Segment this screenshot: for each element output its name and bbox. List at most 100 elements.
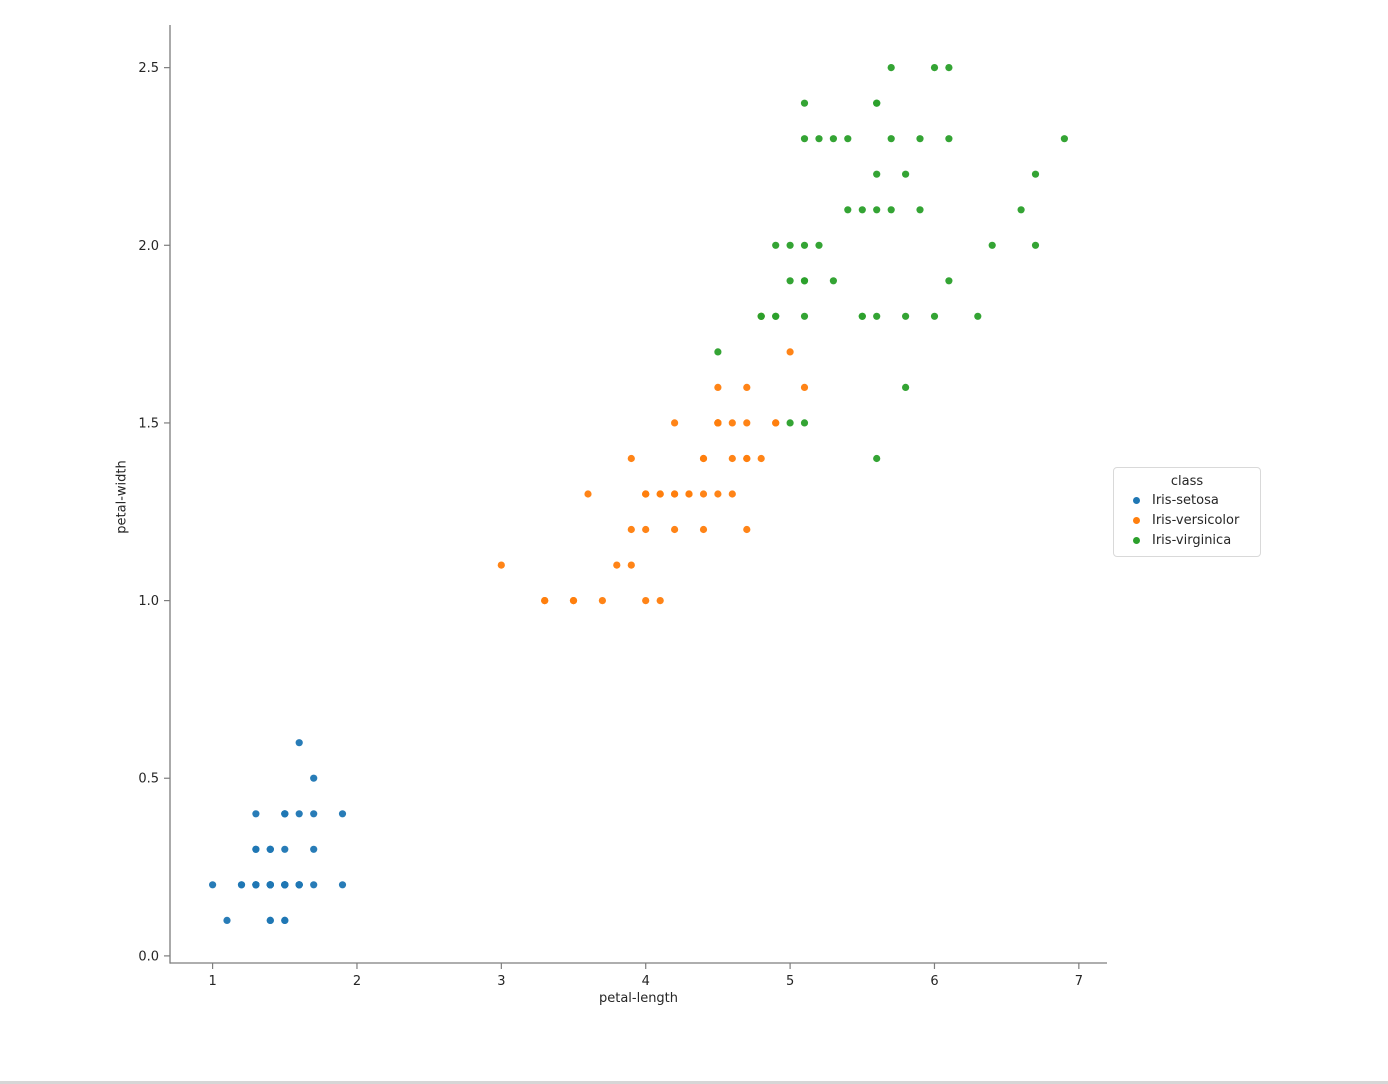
data-point xyxy=(757,312,765,320)
data-point xyxy=(858,206,866,214)
data-point xyxy=(988,241,996,249)
data-point xyxy=(295,881,303,889)
data-point xyxy=(338,881,347,889)
data-point xyxy=(743,383,751,391)
data-point xyxy=(728,419,736,427)
data-point xyxy=(728,454,736,463)
data-point xyxy=(800,241,809,249)
data-point xyxy=(699,454,708,463)
data-point xyxy=(613,561,621,569)
data-point xyxy=(844,135,852,143)
data-point xyxy=(873,206,881,214)
data-point xyxy=(772,312,780,320)
data-point xyxy=(671,490,679,498)
data-point xyxy=(728,490,736,498)
data-point xyxy=(786,241,794,249)
legend-marker-icon xyxy=(1133,516,1140,524)
data-point xyxy=(873,99,881,107)
data-point xyxy=(627,454,635,463)
data-point xyxy=(1031,170,1040,178)
data-point xyxy=(1031,241,1040,249)
data-point xyxy=(916,206,924,214)
data-point xyxy=(295,739,303,747)
legend-box: class Iris-setosa Iris-versicolor Iris-v… xyxy=(1113,467,1261,557)
x-tick-label: 6 xyxy=(930,974,938,989)
y-tick-label: 1.5 xyxy=(138,416,159,431)
data-point xyxy=(887,206,895,214)
data-point xyxy=(916,135,924,143)
data-point xyxy=(338,810,347,818)
data-point xyxy=(800,99,809,107)
data-point xyxy=(237,881,246,889)
data-point xyxy=(252,810,260,818)
data-point xyxy=(873,454,881,463)
legend-item-label: Iris-virginica xyxy=(1152,532,1232,548)
data-point xyxy=(945,64,953,72)
legend-marker-icon xyxy=(1133,536,1140,544)
data-point xyxy=(714,348,722,356)
data-point xyxy=(627,561,635,569)
data-point xyxy=(887,135,895,143)
data-point xyxy=(887,64,895,72)
data-point xyxy=(266,845,274,853)
x-tick-label: 2 xyxy=(353,974,361,989)
data-point xyxy=(252,845,260,853)
data-point xyxy=(671,419,679,427)
legend-item-label: Iris-setosa xyxy=(1152,492,1219,508)
data-point xyxy=(772,419,780,427)
data-point xyxy=(685,490,693,498)
data-point xyxy=(642,525,650,534)
data-point xyxy=(902,312,910,320)
data-point xyxy=(627,525,635,534)
data-point xyxy=(786,419,794,427)
data-point xyxy=(786,277,794,285)
data-point xyxy=(873,170,881,178)
data-point xyxy=(295,810,303,818)
data-point xyxy=(829,135,838,143)
legend-marker-icon xyxy=(1133,496,1140,504)
data-point xyxy=(671,525,679,534)
page-bottom-divider xyxy=(0,1081,1388,1084)
y-tick-label: 0.5 xyxy=(138,772,159,787)
data-point xyxy=(902,383,910,391)
data-point xyxy=(541,597,549,605)
data-point xyxy=(310,774,318,782)
data-point xyxy=(815,135,823,143)
data-point xyxy=(829,277,838,285)
data-point xyxy=(930,64,939,72)
data-point xyxy=(757,454,765,463)
data-point xyxy=(815,241,823,249)
data-point xyxy=(497,561,505,569)
data-point xyxy=(281,845,289,853)
data-point xyxy=(281,881,289,889)
data-point xyxy=(714,383,722,391)
data-point xyxy=(873,312,881,320)
x-tick-label: 4 xyxy=(642,974,650,989)
legend-item-label: Iris-versicolor xyxy=(1152,512,1240,528)
data-point xyxy=(800,277,809,285)
y-tick-label: 1.0 xyxy=(138,594,159,609)
data-point xyxy=(281,916,289,925)
data-point xyxy=(800,419,809,427)
data-point xyxy=(223,916,231,925)
data-point xyxy=(598,597,607,605)
data-point xyxy=(584,490,592,498)
data-point xyxy=(266,916,274,925)
data-point xyxy=(642,597,650,605)
data-point xyxy=(699,525,708,534)
data-point xyxy=(281,810,289,818)
data-point xyxy=(800,383,809,391)
legend-item-iris-virginica: Iris-virginica xyxy=(1114,530,1260,550)
data-point xyxy=(656,597,664,605)
data-point xyxy=(714,419,722,427)
y-axis-label: petal-width xyxy=(114,460,130,534)
data-point xyxy=(310,881,318,889)
data-point xyxy=(743,419,751,427)
y-tick-label: 2.5 xyxy=(138,61,159,76)
data-point xyxy=(974,312,982,320)
data-point xyxy=(945,135,953,143)
data-point xyxy=(252,881,260,889)
legend-item-iris-versicolor: Iris-versicolor xyxy=(1114,510,1260,530)
